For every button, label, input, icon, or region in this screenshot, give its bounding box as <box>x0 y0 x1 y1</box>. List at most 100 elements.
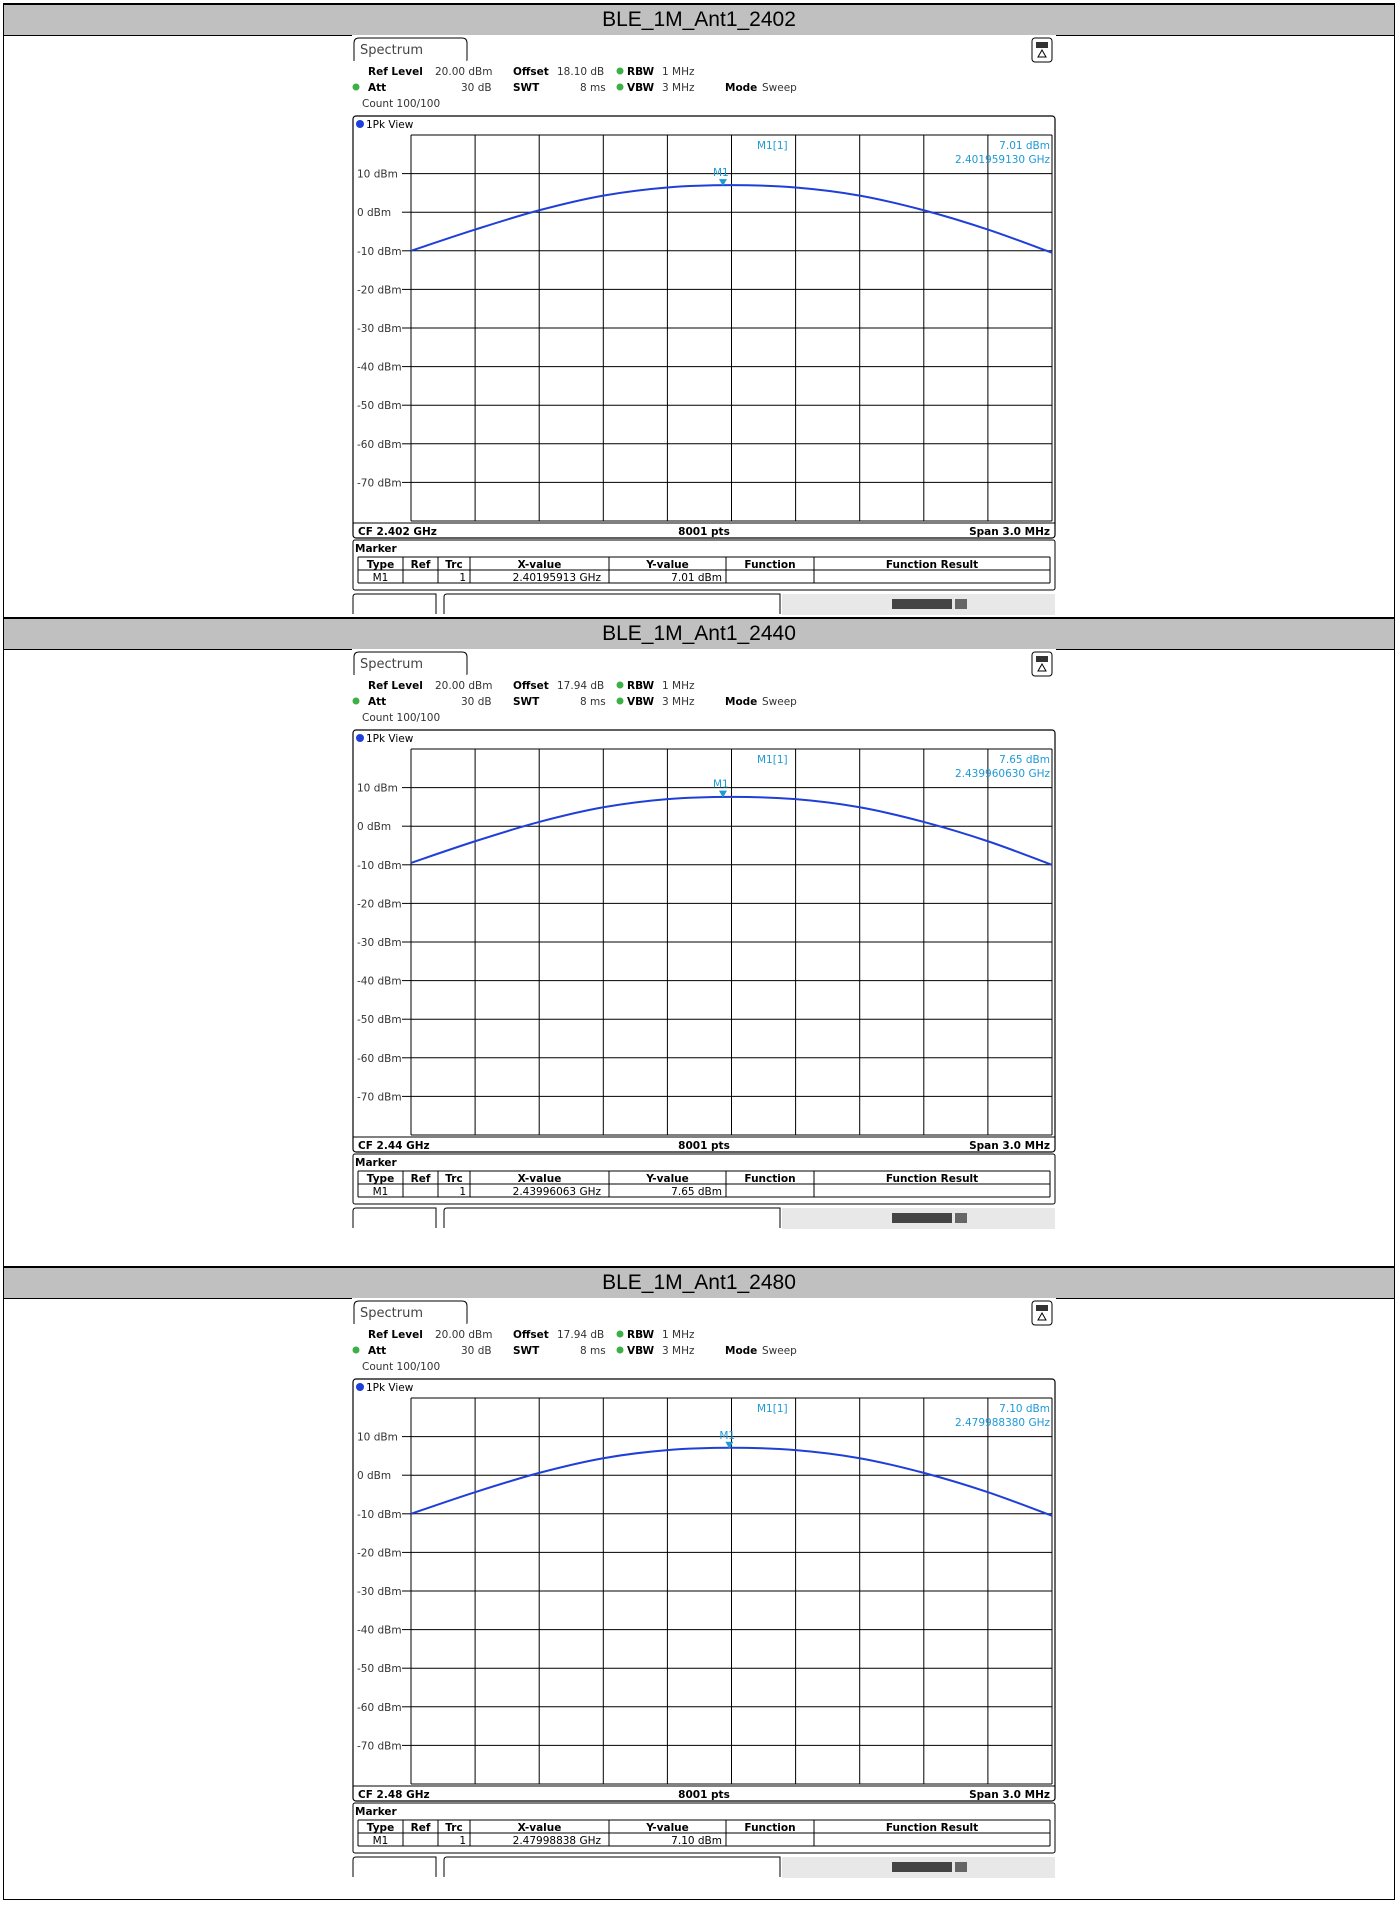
marker-readout-label: M1[1] <box>757 140 788 152</box>
rbw-label: RBW <box>627 1329 655 1341</box>
att-value: 30 dB <box>461 82 492 94</box>
section-title-text: BLE_1M_Ant1_2480 <box>602 1271 796 1294</box>
progress-bar <box>892 1213 952 1223</box>
marker-m1-symbol[interactable] <box>718 179 727 187</box>
preset-icon-bar <box>1036 42 1048 48</box>
marker-table-header: X-value <box>518 1822 562 1834</box>
marker-m1-symbol[interactable] <box>725 1441 734 1449</box>
view-indicator <box>356 734 364 742</box>
y-tick-label: -20 dBm <box>357 898 402 910</box>
y-tick-label: -30 dBm <box>357 1586 402 1598</box>
y-tick-label: -60 dBm <box>357 439 402 451</box>
marker-table-cell-y-value: 7.10 dBm <box>671 1835 722 1847</box>
marker-table-header: Type <box>367 1822 394 1834</box>
swt-value: 8 ms <box>580 82 606 94</box>
view-indicator <box>356 120 364 128</box>
panel-container: Spectrum Ref Level 20.00 dBm Offset 17.94 dB… <box>4 649 1394 1229</box>
offset-label: Offset <box>513 66 549 78</box>
preset-icon[interactable] <box>1031 1300 1053 1326</box>
marker-readout-frequency: 2.439960630 GHz <box>955 768 1051 780</box>
spectrum-display: Spectrum Ref Level 20.00 dBm Offset 17.94 dB… <box>352 1300 1056 1878</box>
marker-table-header: Function Result <box>886 1173 978 1185</box>
marker-table-cell-type: M1 <box>373 1186 389 1198</box>
ref-level-label: Ref Level <box>368 680 423 692</box>
att-status-led <box>352 697 360 705</box>
y-tick-label: 0 dBm <box>357 821 391 833</box>
sweep-points: 8001 pts <box>678 1789 730 1801</box>
status-box-left[interactable] <box>352 1207 437 1228</box>
status-box-message[interactable] <box>443 593 781 614</box>
y-tick-label: 0 dBm <box>357 1470 391 1482</box>
preset-icon-triangle <box>1037 48 1047 58</box>
mode-label: Mode <box>725 1345 757 1357</box>
marker-readout-value: 7.10 dBm <box>999 1403 1050 1415</box>
mode-label: Mode <box>725 696 757 708</box>
tab-spectrum-label: Spectrum <box>360 43 423 58</box>
rbw-value: 1 MHz <box>662 66 695 78</box>
marker-table-header: Function Result <box>886 1822 978 1834</box>
y-tick-label: -50 dBm <box>357 1014 402 1026</box>
vbw-status-led <box>616 1346 624 1354</box>
preset-icon[interactable] <box>1031 651 1053 677</box>
sweep-count: Count 100/100 <box>362 1361 440 1373</box>
marker-table-cell-x-value: 2.47998838 GHz <box>513 1835 602 1847</box>
rbw-label: RBW <box>627 680 655 692</box>
marker-table-header: Y-value <box>645 559 689 571</box>
mode-label: Mode <box>725 82 757 94</box>
marker-table-header: Y-value <box>645 1173 689 1185</box>
tab-spectrum[interactable] <box>353 1300 468 1324</box>
marker-table-header: Type <box>367 559 394 571</box>
progress-bar <box>892 1862 952 1872</box>
ref-level-value: 20.00 dBm <box>435 66 493 78</box>
ref-level-value: 20.00 dBm <box>435 680 493 692</box>
marker-table-header: Trc <box>445 1822 462 1834</box>
y-tick-label: -70 dBm <box>357 1091 402 1103</box>
marker-table-header: Type <box>367 1173 394 1185</box>
preset-icon[interactable] <box>1031 37 1053 63</box>
marker-readout-value: 7.01 dBm <box>999 140 1050 152</box>
rbw-status-led <box>616 681 624 689</box>
ready-indicator <box>955 599 967 609</box>
marker-table-frame <box>352 1153 1056 1205</box>
rbw-value: 1 MHz <box>662 1329 695 1341</box>
marker-table-header: Function Result <box>886 559 978 571</box>
marker-table-frame <box>352 1802 1056 1854</box>
sweep-count: Count 100/100 <box>362 712 440 724</box>
marker-table-header: X-value <box>518 1173 562 1185</box>
y-tick-label: -10 dBm <box>357 1509 402 1521</box>
y-tick-label: -40 dBm <box>357 362 402 374</box>
y-tick-label: -40 dBm <box>357 976 402 988</box>
grid <box>402 748 1053 1136</box>
section-title: BLE_1M_Ant1_2480 <box>4 1267 1394 1299</box>
y-tick-label: -10 dBm <box>357 860 402 872</box>
spectrum-screenshot: Spectrum Ref Level 20.00 dBm Offset 17.94 dB… <box>352 1298 1056 1878</box>
marker-table-header: X-value <box>518 559 562 571</box>
tab-spectrum[interactable] <box>353 37 468 61</box>
status-box-message[interactable] <box>443 1207 781 1228</box>
spectrum-display: Spectrum Ref Level 20.00 dBm Offset 17.94 dB… <box>352 651 1056 1229</box>
att-label: Att <box>368 1345 386 1357</box>
mode-value: Sweep <box>762 82 797 94</box>
tab-spectrum[interactable] <box>353 651 468 675</box>
y-tick-label: -50 dBm <box>357 400 402 412</box>
view-label: 1Pk View <box>366 119 414 131</box>
row-divider <box>4 1266 1394 1267</box>
offset-label: Offset <box>513 1329 549 1341</box>
y-tick-label: 0 dBm <box>357 207 391 219</box>
att-status-led <box>352 83 360 91</box>
section-title: BLE_1M_Ant1_2402 <box>4 4 1394 36</box>
marker-table-cell-type: M1 <box>373 1835 389 1847</box>
marker-table-title: Marker <box>355 1157 398 1169</box>
panel-container: Spectrum Ref Level 20.00 dBm Offset 17.94 dB… <box>4 1298 1394 1878</box>
status-box-left[interactable] <box>352 593 437 614</box>
frequency-span: Span 3.0 MHz <box>969 526 1050 538</box>
status-box-left[interactable] <box>352 1856 437 1877</box>
status-box-message[interactable] <box>443 1856 781 1877</box>
y-tick-label: -30 dBm <box>357 937 402 949</box>
sweep-points: 8001 pts <box>678 1140 730 1152</box>
marker-m1-symbol[interactable] <box>718 790 727 798</box>
y-tick-label: -10 dBm <box>357 246 402 258</box>
marker-readout-label: M1[1] <box>757 754 788 766</box>
diagram-frame <box>352 1378 1056 1802</box>
y-tick-label: -70 dBm <box>357 1740 402 1752</box>
